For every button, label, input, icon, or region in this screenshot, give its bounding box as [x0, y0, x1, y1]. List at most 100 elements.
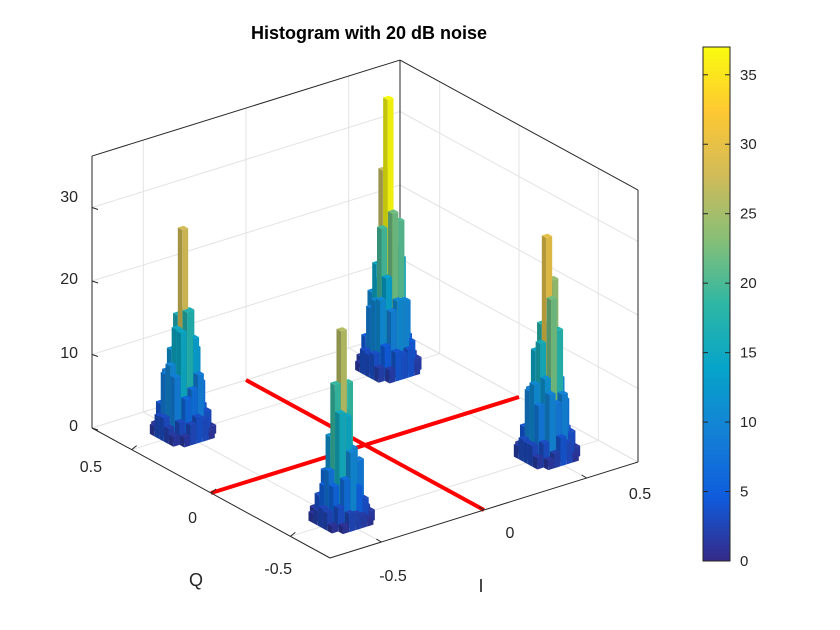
i-axis-ticks: -0.5 0 0.5: [379, 486, 651, 585]
q-tick-label: 0.5: [80, 459, 102, 476]
q-tick-label: 0: [188, 510, 197, 527]
bar-face: [414, 361, 421, 376]
q-tick-label: -0.5: [264, 561, 292, 578]
z-tick-mark: [91, 280, 99, 284]
bar-face: [196, 415, 203, 444]
i-axis-label: I: [478, 576, 483, 596]
bar-face: [395, 350, 402, 382]
bar-top: [185, 421, 197, 426]
colorbar-gradient: [702, 46, 731, 562]
histogram-bar: [338, 522, 349, 535]
bar-top: [165, 361, 176, 367]
colorbar-tick-label: 10: [740, 414, 757, 431]
bar-face: [173, 435, 180, 447]
bar-top: [168, 432, 180, 438]
bar-top: [386, 308, 397, 313]
bar-top: [380, 343, 391, 348]
i-tick-label: 0: [506, 525, 515, 542]
bar-top: [187, 385, 198, 391]
q-tick-mark: [131, 445, 137, 451]
bar-face: [190, 423, 197, 446]
bar-face: [164, 426, 169, 445]
bar-face: [317, 506, 323, 529]
bar-top: [392, 297, 404, 302]
bar-face: [349, 512, 355, 533]
bar-top: [540, 375, 551, 380]
colorbar: 0 5 10 15 20 25 30 35: [702, 46, 757, 570]
bar-face: [566, 441, 573, 465]
axes-front-edges: [91, 156, 639, 559]
bar-face: [364, 353, 370, 378]
histogram-bar: [327, 522, 338, 534]
bar-top: [403, 345, 414, 351]
bar-face: [168, 434, 174, 447]
bar-face: [548, 458, 555, 471]
bar-top: [335, 409, 346, 415]
histogram-bars: [149, 95, 581, 535]
bar-top: [381, 274, 393, 279]
bar-face: [149, 424, 155, 437]
histogram-bar: [532, 453, 544, 470]
i-tick-mark: [376, 538, 382, 543]
bar-top: [322, 508, 334, 514]
bar-top: [345, 448, 357, 454]
bar-top: [171, 325, 183, 330]
bar-face: [359, 348, 365, 375]
bar-top: [182, 308, 193, 313]
bar-face: [513, 444, 519, 460]
bar-top: [359, 346, 371, 351]
q-tick-mark: [290, 531, 296, 537]
bar-top: [541, 233, 553, 238]
z-tick-label: 0: [69, 418, 78, 435]
colorbar-tick-label: 25: [740, 206, 757, 223]
bar-face: [342, 524, 349, 535]
bar-top: [545, 390, 556, 396]
q-tick-mark: [210, 488, 217, 494]
bar-top: [159, 414, 170, 419]
colorbar-tick-label: 30: [740, 136, 757, 153]
back-grid: [91, 76, 639, 463]
bar-face: [327, 524, 333, 534]
bar-top: [181, 395, 192, 400]
histogram-bar: [168, 432, 180, 447]
histogram-bar: [543, 456, 555, 471]
bar-top: [532, 453, 544, 459]
bar-top: [333, 503, 345, 509]
bar-face: [159, 415, 164, 442]
bar-face: [350, 451, 357, 528]
bar-face: [361, 513, 368, 529]
bar-top: [383, 95, 394, 100]
z-axis-ticks: 0 10 20 30: [60, 189, 78, 435]
i-tick-mark: [478, 506, 485, 511]
bar-top: [375, 296, 386, 301]
bar-face: [179, 435, 185, 448]
bar-face: [378, 366, 385, 383]
i-tick-label: 0.5: [629, 486, 651, 503]
bar-face: [572, 453, 579, 463]
bar-face: [401, 352, 408, 380]
bar-face: [532, 455, 538, 470]
histogram-bar: [179, 433, 191, 448]
bar-top: [385, 366, 396, 371]
bar-top: [344, 509, 355, 515]
colorbar-ticks: 0 5 10 15 20 25 30 35: [703, 67, 757, 570]
z-tick-mark: [91, 354, 99, 357]
q-axis-label: Q: [189, 570, 203, 590]
bar-face: [184, 435, 191, 448]
reference-line-q: [210, 395, 520, 495]
bar-top: [339, 476, 351, 481]
bar-face: [408, 348, 414, 378]
bar-top: [175, 418, 186, 424]
bar-top: [338, 522, 349, 527]
bar-top: [177, 225, 189, 231]
bar-top: [387, 209, 399, 214]
bar-top: [164, 424, 175, 429]
bar-top: [518, 435, 529, 440]
colorbar-tick-label: 5: [740, 484, 748, 501]
histogram-bar: [374, 364, 385, 383]
z-tick-label: 10: [60, 345, 78, 362]
bar-face: [154, 414, 160, 439]
bar-face: [523, 441, 528, 465]
bar-face: [528, 443, 533, 467]
